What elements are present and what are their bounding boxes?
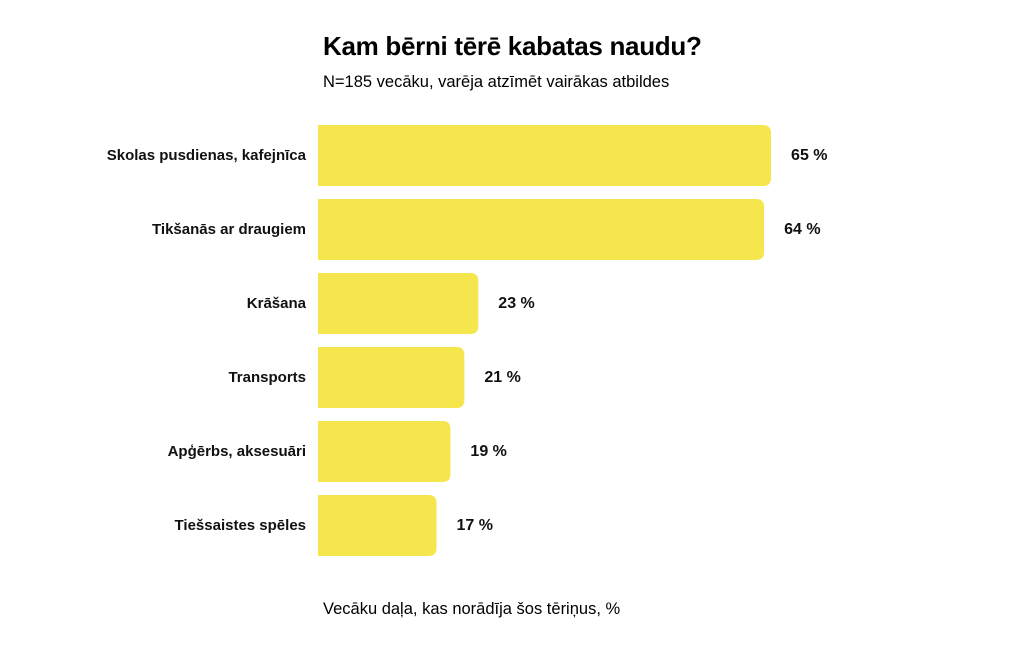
bar-0 <box>318 125 772 186</box>
category-label-3: Transports <box>228 369 306 386</box>
value-label-3: 21 % <box>484 369 520 386</box>
category-label-0: Skolas pusdienas, kafejnīca <box>107 147 307 164</box>
bar-5 <box>318 495 437 556</box>
category-label-2: Krāšana <box>247 295 307 312</box>
category-label-1: Tikšanās ar draugiem <box>152 221 306 238</box>
value-label-2: 23 % <box>498 295 534 312</box>
bar-3 <box>318 347 465 408</box>
value-label-1: 64 % <box>784 221 820 238</box>
chart-subtitle: N=185 vecāku, varēja atzīmēt vairākas at… <box>323 73 670 91</box>
bar-2 <box>318 273 479 334</box>
category-label-5: Tiešsaistes spēles <box>175 517 306 534</box>
value-label-5: 17 % <box>456 517 492 534</box>
chart-footnote: Vecāku daļa, kas norādīja šos tēriņus, % <box>323 600 621 618</box>
value-label-0: 65 % <box>791 147 827 164</box>
bar-4 <box>318 421 451 482</box>
category-label-4: Apģērbs, aksesuāri <box>168 443 306 460</box>
chart-title: Kam bērni tērē kabatas naudu? <box>323 31 702 61</box>
bar-1 <box>318 199 765 260</box>
value-label-4: 19 % <box>470 443 506 460</box>
